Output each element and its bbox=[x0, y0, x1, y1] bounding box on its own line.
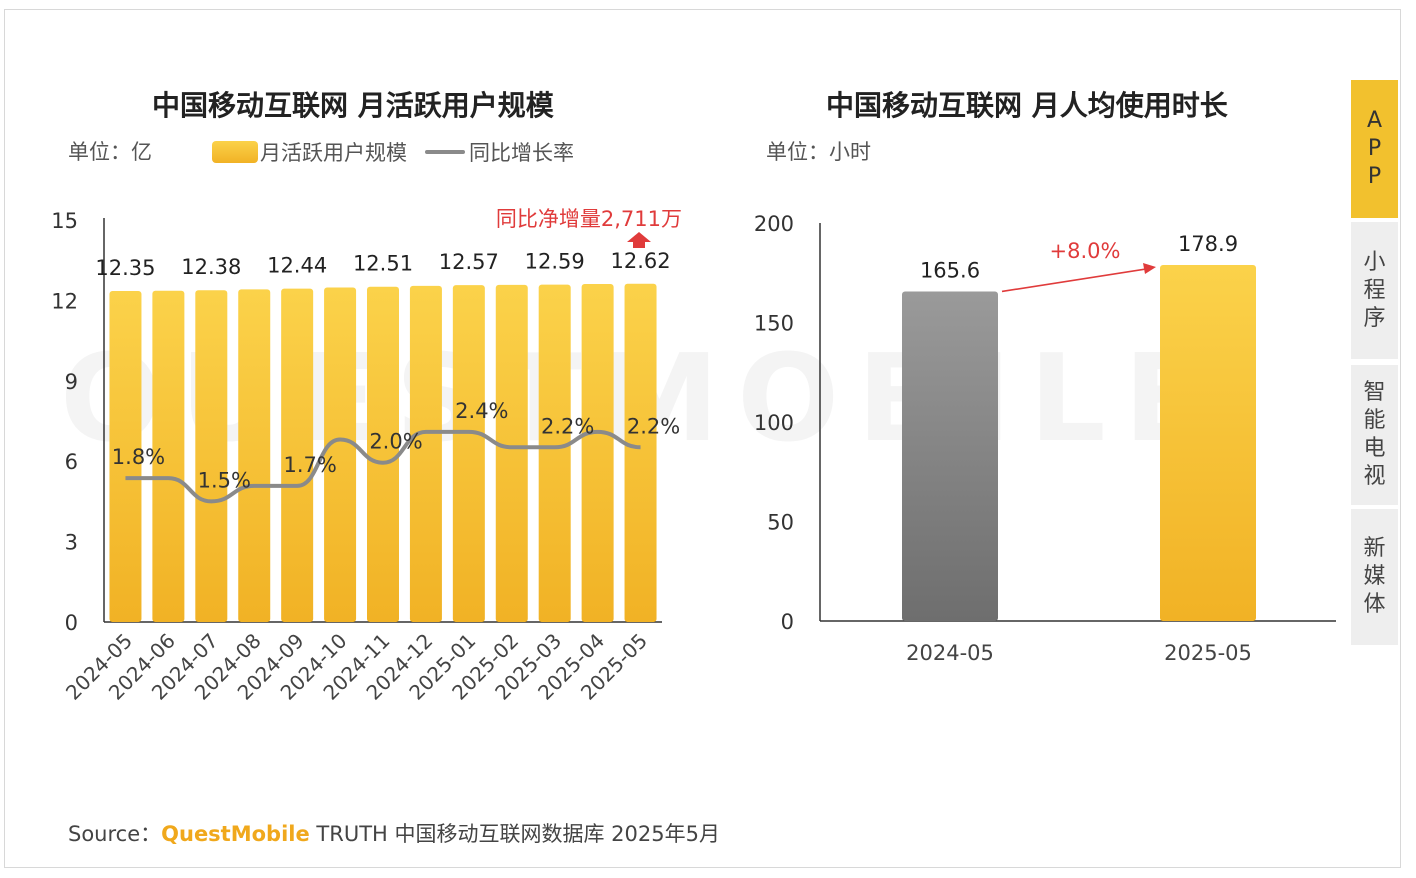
up-arrow-icon bbox=[627, 232, 651, 248]
source-line: Source：QuestMobile TRUTH 中国移动互联网数据库 2025… bbox=[68, 818, 720, 848]
mau-bar bbox=[195, 290, 228, 622]
left-y-tick-label: 9 bbox=[65, 370, 78, 394]
side-tab-char: 程 bbox=[1363, 277, 1386, 303]
mau-bar bbox=[109, 291, 142, 622]
left-chart: 0 3 6 9 12 15 12.35 12.38 12.44 12.51 12.57 12.59 12… bbox=[51, 207, 682, 705]
legend-line-swatch bbox=[425, 150, 465, 154]
side-tab-char: 智 bbox=[1363, 380, 1386, 405]
right-chart-title: 中国移动互联网 月人均使用时长 bbox=[826, 89, 1228, 122]
right-y-tick-label: 0 bbox=[781, 610, 794, 634]
mau-bar bbox=[152, 290, 185, 622]
side-tab-label: 新媒体 bbox=[1363, 535, 1385, 619]
right-chart: 0 50 100 150 200 165.6 2024-05 178.9 2025-05 +8.0… bbox=[754, 212, 1336, 665]
side-tab-label: 小程序 bbox=[1363, 249, 1385, 333]
side-tab-char: 新 bbox=[1363, 536, 1386, 561]
mau-bar bbox=[581, 284, 614, 622]
usage-bar bbox=[1160, 264, 1256, 621]
mau-bar-label: 12.38 bbox=[181, 255, 241, 279]
mau-bar bbox=[238, 289, 271, 622]
legend-line-label: 同比增长率 bbox=[469, 141, 574, 165]
side-tab-char: A bbox=[1366, 108, 1383, 133]
mau-bar bbox=[281, 288, 314, 622]
left-y-tick-label: 15 bbox=[51, 209, 78, 233]
side-tab-char: 体 bbox=[1363, 592, 1386, 617]
mau-bar-label: 12.44 bbox=[267, 254, 327, 278]
left-chart-legend: 月活跃用户规模 同比增长率 bbox=[212, 138, 574, 166]
arrow-head-icon bbox=[1143, 262, 1156, 274]
source-suffix: TRUTH 中国移动互联网数据库 2025年5月 bbox=[309, 822, 720, 846]
growth-rate-label: 1.8% bbox=[112, 445, 165, 469]
right-y-tick-label: 200 bbox=[754, 212, 794, 236]
growth-arrow bbox=[1001, 268, 1147, 293]
left-y-tick-label: 0 bbox=[65, 611, 78, 635]
right-y-tick-label: 150 bbox=[754, 312, 794, 336]
net-increase-annotation: 同比净增量2,711万 bbox=[496, 207, 682, 231]
left-chart-title: 中国移动互联网 月活跃用户规模 bbox=[152, 89, 554, 122]
source-brand: QuestMobile bbox=[161, 822, 310, 846]
side-tab-char: 电 bbox=[1363, 436, 1386, 461]
usage-bar-label: 165.6 bbox=[920, 258, 980, 282]
mau-bar bbox=[409, 285, 442, 622]
right-x-tick-label: 2024-05 bbox=[906, 641, 994, 665]
mau-bar bbox=[495, 284, 528, 622]
legend-bar-label: 月活跃用户规模 bbox=[260, 141, 407, 165]
side-tab-char: P bbox=[1367, 164, 1382, 189]
side-tab-4[interactable]: 新媒体 bbox=[1351, 509, 1398, 645]
mau-bar-label: 12.59 bbox=[525, 250, 585, 274]
mau-bar-label: 12.51 bbox=[353, 252, 413, 276]
legend-bar-swatch bbox=[212, 141, 258, 163]
side-tab-3[interactable]: 智能电视 bbox=[1351, 365, 1398, 505]
left-y-tick-label: 6 bbox=[65, 450, 78, 474]
side-tab-char: 小 bbox=[1363, 249, 1386, 275]
growth-annotation: +8.0% bbox=[1050, 239, 1121, 263]
growth-rate-label: 2.2% bbox=[627, 414, 680, 438]
growth-rate-label: 1.5% bbox=[198, 468, 251, 492]
right-y-tick-label: 100 bbox=[754, 411, 794, 435]
left-y-tick-label: 12 bbox=[51, 289, 78, 313]
growth-rate-label: 2.0% bbox=[369, 430, 422, 454]
source-prefix: Source： bbox=[68, 822, 162, 846]
usage-bar bbox=[902, 291, 998, 621]
mau-bar bbox=[624, 283, 657, 622]
mau-bar bbox=[538, 284, 571, 622]
right-x-tick-label: 2025-05 bbox=[1164, 641, 1252, 665]
usage-bar-label: 178.9 bbox=[1178, 232, 1238, 256]
mau-bar bbox=[324, 287, 357, 622]
side-tab-char: 视 bbox=[1363, 464, 1386, 489]
mau-bar bbox=[452, 285, 485, 622]
growth-rate-label: 2.2% bbox=[541, 414, 594, 438]
mau-bar bbox=[367, 286, 399, 622]
mau-bar-label: 12.35 bbox=[95, 256, 155, 280]
side-tab-char: 序 bbox=[1363, 305, 1386, 331]
side-tab-char: P bbox=[1367, 136, 1382, 161]
side-tab-char: 能 bbox=[1363, 408, 1386, 433]
mau-bar-label: 12.57 bbox=[439, 250, 499, 274]
side-tab-label: 智能电视 bbox=[1363, 379, 1385, 491]
left-y-tick-label: 3 bbox=[65, 531, 78, 555]
mau-bar-label: 12.62 bbox=[610, 249, 670, 273]
right-chart-unit: 单位：小时 bbox=[766, 140, 871, 164]
growth-rate-label: 2.4% bbox=[455, 399, 508, 423]
right-y-tick-label: 50 bbox=[767, 511, 794, 535]
side-tab-char: 媒 bbox=[1363, 564, 1386, 589]
left-chart-unit: 单位：亿 bbox=[68, 140, 152, 164]
growth-rate-label: 1.7% bbox=[283, 453, 336, 477]
side-tab-2[interactable]: 小程序 bbox=[1351, 222, 1398, 359]
